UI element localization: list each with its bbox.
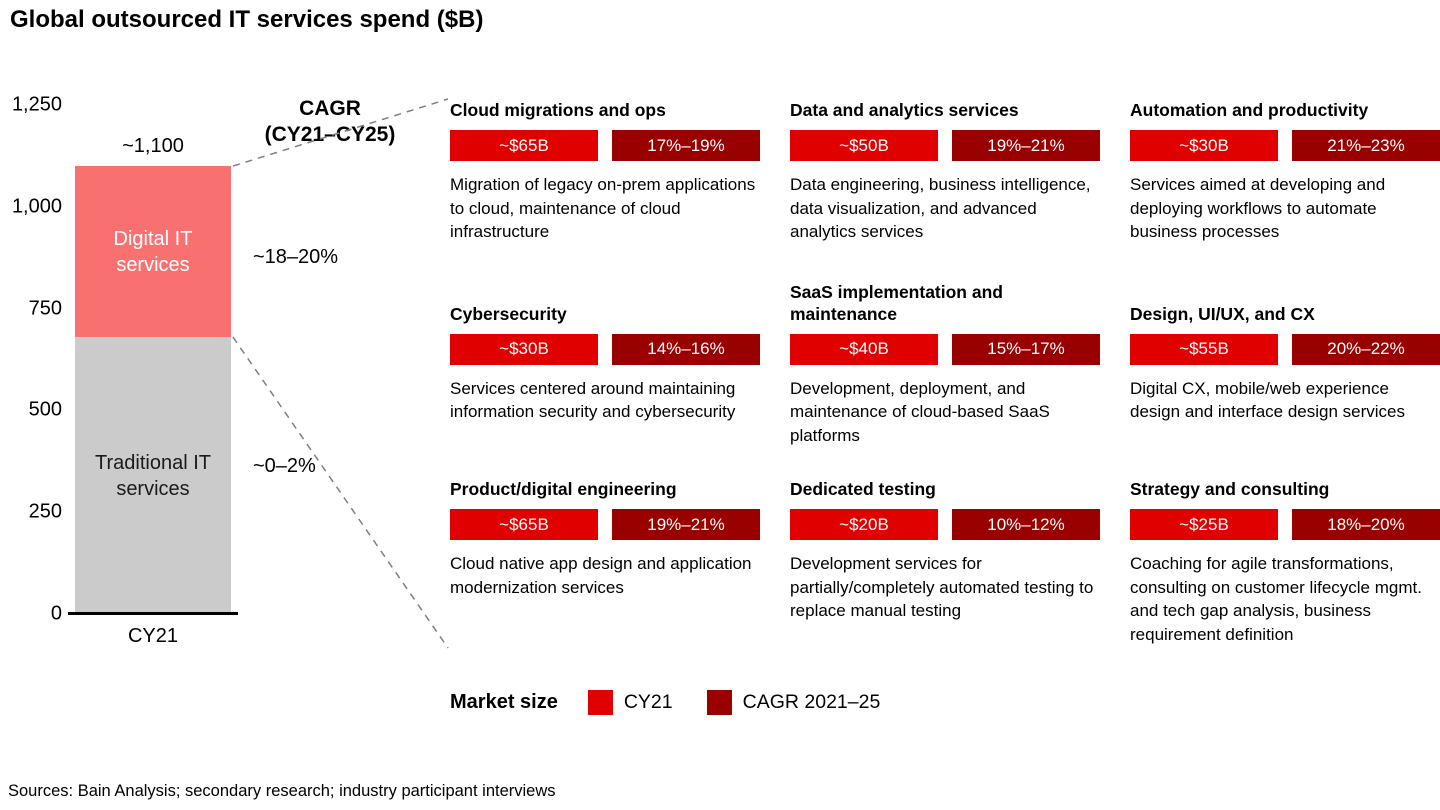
service-card-description: Development services for partially/compl… <box>790 554 1094 620</box>
service-card-description: Development, deployment, and maintenance… <box>790 378 1050 445</box>
legend: Market size CY21 CAGR 2021–25 <box>450 690 914 715</box>
service-card-title: Automation and productivity <box>1130 100 1369 120</box>
bar-segment-digital: Digital IT services <box>75 166 231 338</box>
service-card-description: Cloud native app design and application … <box>450 554 752 597</box>
market-size-badge: ~$30B <box>450 333 598 365</box>
y-axis-tick-label: 0 <box>50 602 62 625</box>
cagr-badge: 18%–20% <box>1292 509 1440 540</box>
cagr-legend-label: CAGR 2021–25 <box>742 691 881 713</box>
market-size-badge: ~$30B <box>1130 130 1278 161</box>
service-card-title: Strategy and consulting <box>1130 479 1330 499</box>
legend-title: Market size <box>450 691 558 713</box>
cagr-badge: 17%–19% <box>612 130 760 161</box>
cagr-badge: 19%–21% <box>952 130 1100 161</box>
y-axis: 0 250 500 750 1,000 1,250 <box>0 94 62 625</box>
cy21-legend-swatch <box>587 690 613 715</box>
connector-line-bottom <box>232 336 449 649</box>
service-card-description: Coaching for agile transformations, cons… <box>1130 554 1422 644</box>
service-card-badges: ~$50B 19%–21% <box>790 130 1100 161</box>
service-card: Design, UI/UX, and CX ~$55B 20%–22% Digital… <box>1130 275 1440 448</box>
cagr-header: CAGR (CY21–CY25) <box>250 96 410 148</box>
y-axis-tick-label: 250 <box>28 500 62 523</box>
cagr-badge: 21%–23% <box>1292 130 1440 161</box>
service-card: Product/digital engineering ~$65B 19%–21% C… <box>450 478 760 646</box>
service-categories-grid: Cloud migrations and ops ~$65B 17%–19% Migr… <box>450 99 1440 646</box>
traditional-segment-cagr: ~0–2% <box>253 455 316 477</box>
cagr-badge: 20%–22% <box>1292 333 1440 365</box>
x-axis-line <box>68 612 238 615</box>
service-card: Dedicated testing ~$20B 10%–12% Development… <box>790 478 1100 646</box>
market-size-badge: ~$40B <box>790 333 938 365</box>
service-card-title: Dedicated testing <box>790 479 936 499</box>
x-axis-label: CY21 <box>127 625 179 647</box>
service-card-badges: ~$65B 19%–21% <box>450 509 760 540</box>
service-card-title: Design, UI/UX, and CX <box>1130 303 1315 324</box>
service-card-title: Product/digital engineering <box>450 479 677 499</box>
service-card-badges: ~$30B 14%–16% <box>450 333 760 365</box>
service-card: SaaS implementation and maintenance ~$40B… <box>790 275 1100 448</box>
service-card-badges: ~$20B 10%–12% <box>790 509 1100 540</box>
service-card-description: Services aimed at developing and deployi… <box>1130 175 1386 241</box>
cagr-badge: 10%–12% <box>952 509 1100 540</box>
market-size-badge: ~$50B <box>790 130 938 161</box>
digital-segment-cagr: ~18–20% <box>253 246 339 268</box>
cagr-legend-swatch <box>706 690 732 715</box>
cagr-badge: 19%–21% <box>612 509 760 540</box>
service-card-badges: ~$25B 18%–20% <box>1130 509 1440 540</box>
service-card-title: SaaS implementation and maintenance <box>790 281 1003 324</box>
service-card: Cloud migrations and ops ~$65B 17%–19% Migr… <box>450 99 760 244</box>
y-axis-tick-label: 500 <box>28 398 62 421</box>
y-axis-tick-label: 750 <box>28 297 62 320</box>
cagr-badge: 15%–17% <box>952 333 1100 365</box>
y-axis-tick-label: 1,000 <box>11 195 62 218</box>
service-card-description: Data engineering, business intelligence,… <box>790 175 1091 241</box>
bar-segment-label: Digital IT services <box>113 227 193 276</box>
market-size-badge: ~$25B <box>1130 509 1278 540</box>
service-card: Strategy and consulting ~$25B 18%–20% Coach… <box>1130 478 1440 646</box>
bar-total-label: ~1,100 <box>122 135 184 158</box>
market-size-badge: ~$65B <box>450 509 598 540</box>
market-size-badge: ~$55B <box>1130 333 1278 365</box>
service-card-title: Cloud migrations and ops <box>450 100 666 120</box>
service-card-badges: ~$30B 21%–23% <box>1130 130 1440 161</box>
cy21-legend-label: CY21 <box>623 691 673 713</box>
bar-cy21: ~1,100 Digital IT services Traditional IT… <box>75 135 231 614</box>
service-card-description: Digital CX, mobile/web experience design… <box>1130 378 1405 422</box>
service-card-badges: ~$40B 15%–17% <box>790 333 1100 365</box>
service-card-description: Migration of legacy on-prem applications… <box>450 175 756 241</box>
service-card-badges: ~$55B 20%–22% <box>1130 333 1440 365</box>
service-card-description: Services centered around maintaining inf… <box>450 378 736 422</box>
service-card-title: Data and analytics services <box>790 100 1019 120</box>
service-card-badges: ~$65B 17%–19% <box>450 130 760 161</box>
service-card-title: Cybersecurity <box>450 303 567 324</box>
sources-note: Sources: Bain Analysis; secondary resear… <box>8 782 556 800</box>
bar-segment-label: Traditional IT services <box>95 451 211 500</box>
market-size-badge: ~$20B <box>790 509 938 540</box>
service-card: Cybersecurity ~$30B 14%–16% Services center… <box>450 275 760 448</box>
cagr-header-line2: (CY21–CY25) <box>264 123 396 146</box>
page-title: Global outsourced IT services spend ($B) <box>10 6 484 33</box>
bar-segment-traditional: Traditional IT services <box>75 337 231 614</box>
service-card: Data and analytics services ~$50B 19%–21% D… <box>790 99 1100 244</box>
market-size-badge: ~$65B <box>450 130 598 161</box>
service-card: Automation and productivity ~$30B 21%–23% S… <box>1130 99 1440 244</box>
stacked-bar-chart: 0 250 500 750 1,000 1,250 ~1,100 Digital IT s… <box>0 94 240 647</box>
cagr-header-line1: CAGR <box>299 97 361 120</box>
cagr-badge: 14%–16% <box>612 333 760 365</box>
y-axis-tick-label: 1,250 <box>11 93 62 116</box>
